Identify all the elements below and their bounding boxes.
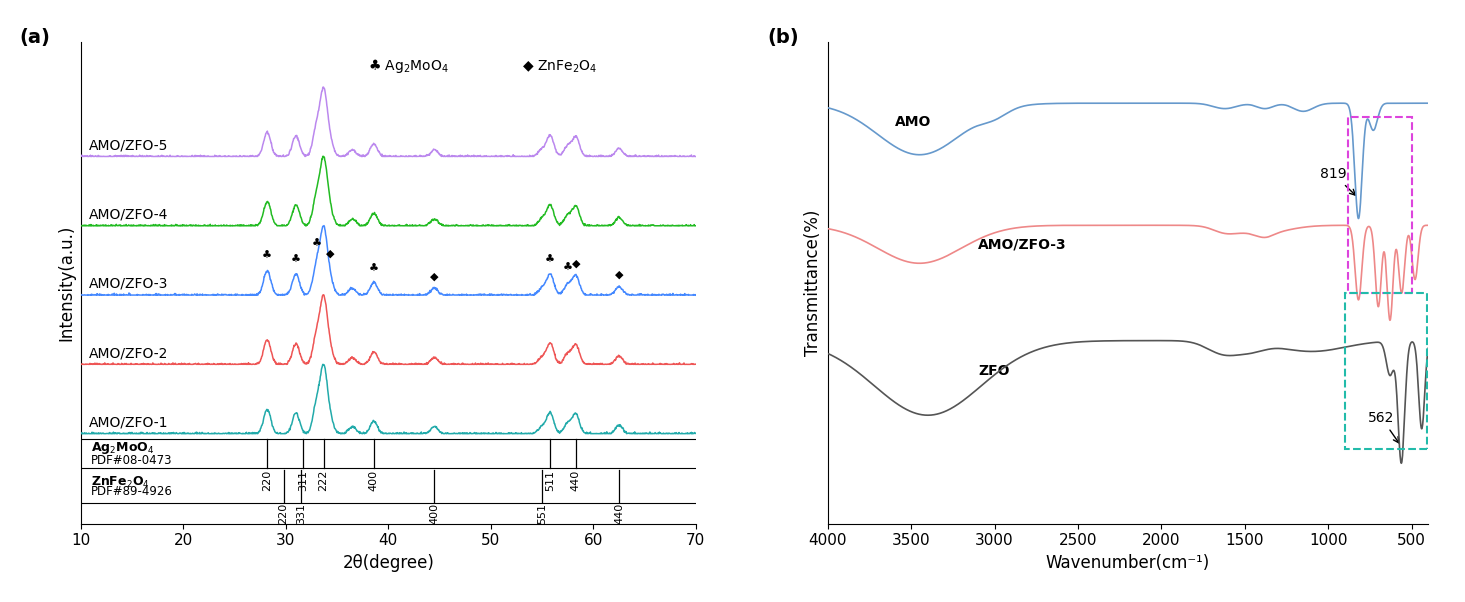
Text: 400: 400 bbox=[429, 503, 439, 524]
Text: 220: 220 bbox=[278, 503, 289, 524]
Text: ◆: ◆ bbox=[571, 259, 580, 268]
X-axis label: Wavenumber(cm⁻¹): Wavenumber(cm⁻¹) bbox=[1046, 554, 1210, 572]
Text: 440: 440 bbox=[614, 503, 624, 524]
Text: 311: 311 bbox=[297, 470, 308, 491]
Text: 562: 562 bbox=[1368, 411, 1399, 443]
Text: PDF#89-4926: PDF#89-4926 bbox=[91, 485, 173, 498]
Bar bbox=[1345, 293, 1427, 449]
Text: (b): (b) bbox=[768, 28, 800, 47]
Text: 511: 511 bbox=[545, 470, 555, 491]
Text: AMO/ZFO-3: AMO/ZFO-3 bbox=[89, 277, 168, 291]
X-axis label: 2θ(degree): 2θ(degree) bbox=[343, 554, 434, 572]
Text: 440: 440 bbox=[571, 470, 582, 491]
Text: AMO/ZFO-1: AMO/ZFO-1 bbox=[89, 415, 168, 429]
Text: ZFO: ZFO bbox=[977, 364, 1009, 377]
Text: ♣: ♣ bbox=[292, 255, 300, 265]
Text: 551: 551 bbox=[538, 503, 546, 524]
Text: 222: 222 bbox=[318, 470, 328, 491]
Text: 331: 331 bbox=[296, 503, 306, 524]
Y-axis label: Transmittance(%): Transmittance(%) bbox=[804, 209, 822, 356]
Text: 220: 220 bbox=[262, 470, 272, 491]
Text: ◆: ◆ bbox=[615, 270, 623, 280]
Text: ♣: ♣ bbox=[312, 239, 321, 249]
Text: ♣: ♣ bbox=[563, 264, 573, 273]
Text: 400: 400 bbox=[369, 470, 379, 491]
Bar bbox=[1348, 117, 1412, 293]
Text: ♣ Ag$_2$MoO$_4$: ♣ Ag$_2$MoO$_4$ bbox=[368, 57, 448, 75]
Y-axis label: Intensity(a.u.): Intensity(a.u.) bbox=[57, 225, 75, 341]
Text: AMO/ZFO-3: AMO/ZFO-3 bbox=[977, 237, 1067, 252]
Text: Ag$_2$MoO$_4$: Ag$_2$MoO$_4$ bbox=[91, 440, 154, 456]
Text: ZnFe$_2$O$_4$: ZnFe$_2$O$_4$ bbox=[91, 476, 149, 491]
Text: AMO/ZFO-4: AMO/ZFO-4 bbox=[89, 208, 168, 222]
Text: ◆: ◆ bbox=[325, 249, 334, 259]
Text: AMO/ZFO-5: AMO/ZFO-5 bbox=[89, 138, 168, 152]
Text: (a): (a) bbox=[19, 28, 50, 47]
Text: ◆: ◆ bbox=[431, 272, 438, 282]
Text: AMO: AMO bbox=[895, 115, 930, 129]
Text: ♣: ♣ bbox=[545, 255, 555, 265]
Text: ♣: ♣ bbox=[262, 252, 272, 261]
Text: ◆ ZnFe$_2$O$_4$: ◆ ZnFe$_2$O$_4$ bbox=[522, 58, 596, 75]
Text: 819: 819 bbox=[1320, 167, 1355, 195]
Text: AMO/ZFO-2: AMO/ZFO-2 bbox=[89, 346, 168, 360]
Text: ♣: ♣ bbox=[369, 264, 379, 275]
Text: PDF#08-0473: PDF#08-0473 bbox=[91, 454, 173, 467]
